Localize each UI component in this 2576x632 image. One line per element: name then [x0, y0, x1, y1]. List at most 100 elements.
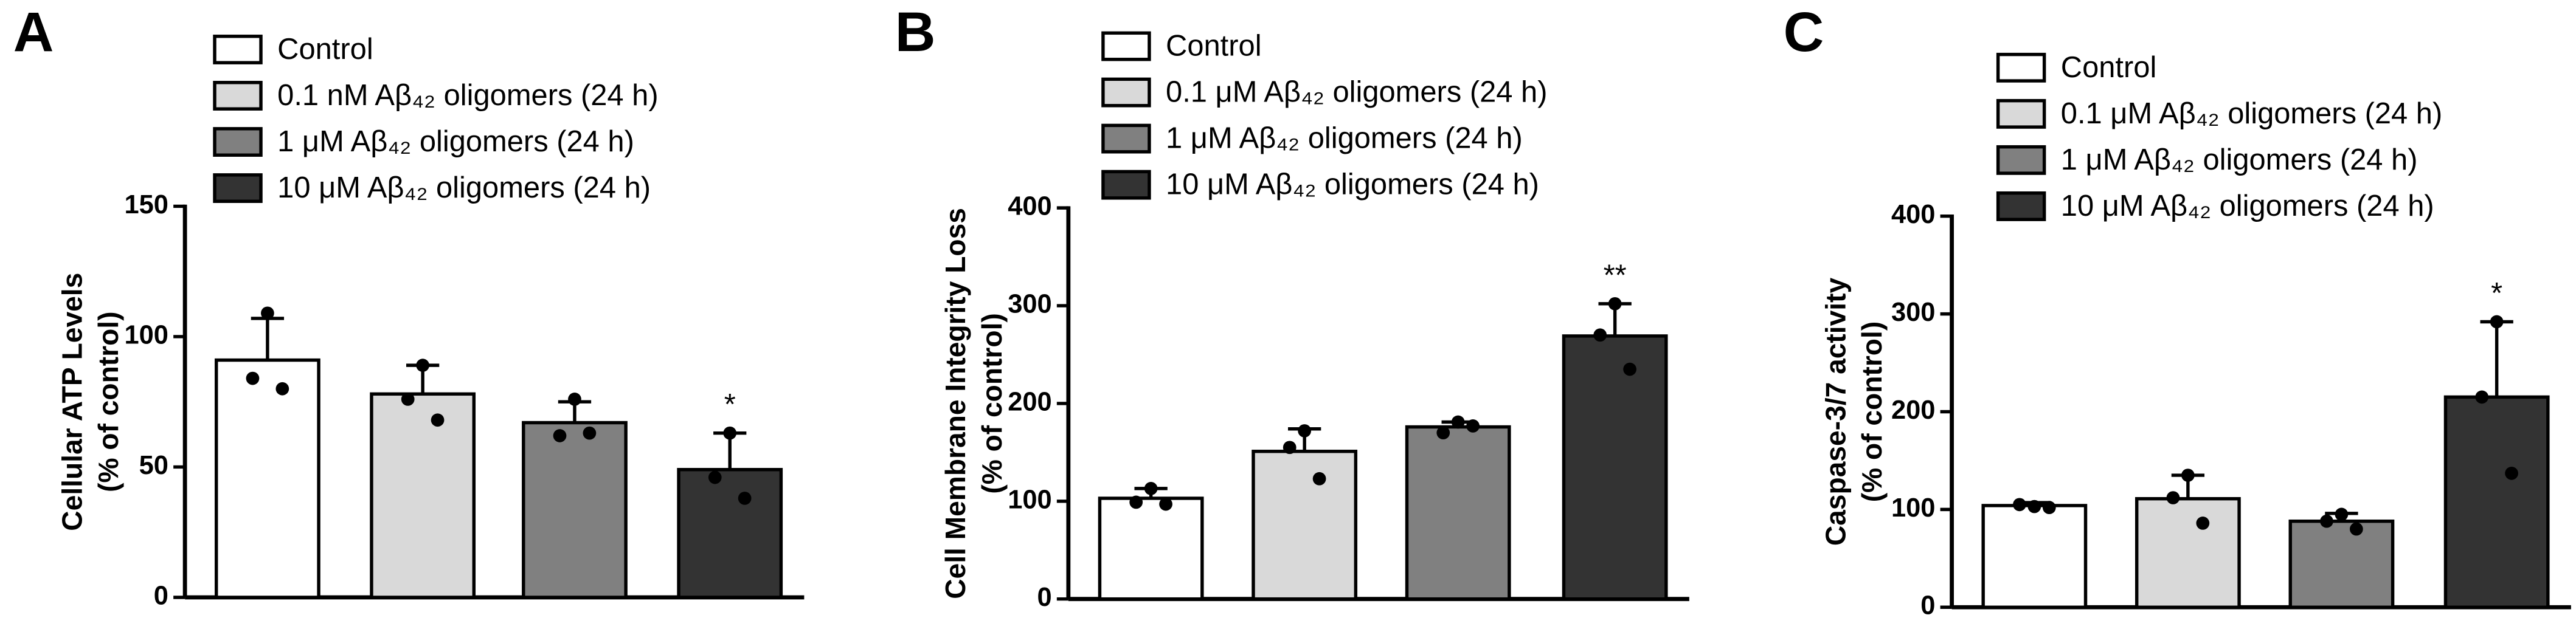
y-tick-label: 400 [1008, 192, 1051, 221]
bar [370, 392, 476, 599]
y-tick-label: 0 [1920, 591, 1935, 620]
data-point [416, 359, 429, 372]
data-point [2027, 500, 2041, 514]
data-point [275, 382, 289, 396]
legend-label: 10 μM Aβ₄₂ oligomers (24 h) [1166, 168, 1539, 201]
y-tick-label: 100 [124, 320, 168, 349]
data-point [723, 426, 737, 440]
y-tick-label: 200 [1008, 387, 1051, 416]
panel-label: A [13, 0, 54, 63]
data-point [738, 492, 752, 505]
data-point [431, 413, 445, 427]
legend-label: 10 μM Aβ₄₂ oligomers (24 h) [277, 171, 651, 204]
data-point [1283, 441, 1297, 455]
y-tick-label: 150 [124, 190, 168, 219]
data-point [2505, 466, 2518, 480]
data-point [401, 393, 415, 406]
legend-label: Control [277, 33, 373, 66]
y-axis-label: Cell Membrane Integrity Loss [940, 208, 971, 599]
bar [215, 358, 320, 599]
data-point [1129, 495, 1143, 509]
bar [1405, 425, 1511, 601]
y-axis-label: Caspase-3/7 activity [1819, 278, 1851, 546]
data-point [1159, 497, 1172, 511]
data-point [2349, 522, 2363, 536]
data-point [2013, 498, 2026, 512]
bar [2443, 395, 2550, 609]
data-point [1312, 472, 1326, 486]
legend-label: 0.1 nM Aβ₄₂ oligomers (24 h) [277, 79, 658, 112]
bar [1562, 334, 1668, 601]
y-tick-label: 300 [1008, 289, 1051, 318]
bar [2135, 496, 2241, 609]
legend-swatch [1101, 31, 1151, 61]
y-tick-label: 0 [154, 581, 168, 610]
y-tick-label: 200 [1891, 396, 1935, 425]
legend-label: 0.1 μM Aβ₄₂ oligomers (24 h) [2061, 97, 2442, 130]
data-point [1144, 482, 1158, 495]
legend-swatch [1996, 145, 2046, 175]
y-tick-label: 100 [1008, 485, 1051, 514]
y-tick-label: 50 [139, 451, 168, 480]
bar [1098, 496, 1204, 601]
legend-label: 0.1 μM Aβ₄₂ oligomers (24 h) [1166, 76, 1547, 109]
legend-swatch [1101, 77, 1151, 108]
bar [1252, 450, 1358, 601]
data-point [2166, 491, 2180, 504]
bar [677, 468, 783, 599]
data-point [1593, 328, 1607, 342]
legend-swatch [1996, 191, 2046, 221]
legend-swatch [213, 173, 263, 203]
data-point [1298, 424, 1312, 438]
data-point [261, 306, 274, 320]
data-point [2181, 469, 2195, 482]
bar [522, 421, 628, 599]
significance: ** [1604, 259, 1627, 292]
legend-label: 1 μM Aβ₄₂ oligomers (24 h) [277, 125, 634, 158]
legend-swatch [1996, 98, 2046, 129]
legend-swatch [1101, 170, 1151, 200]
data-point [2196, 517, 2210, 530]
legend-label: Control [2061, 51, 2157, 84]
data-point [1451, 415, 1465, 429]
legend-swatch [213, 35, 263, 64]
legend-label: 10 μM Aβ₄₂ oligomers (24 h) [2061, 190, 2434, 222]
significance: * [724, 388, 736, 421]
legend-label: Control [1166, 30, 1262, 63]
y-axis-label: (% of control) [976, 313, 1008, 493]
data-point [1623, 362, 1636, 376]
data-point [2335, 507, 2349, 521]
y-tick-label: 0 [1037, 583, 1052, 612]
y-tick-label: 400 [1891, 200, 1935, 229]
y-tick-label: 100 [1891, 493, 1935, 523]
legend-label: 1 μM Aβ₄₂ oligomers (24 h) [1166, 122, 1523, 155]
data-point [2320, 514, 2333, 528]
data-point [708, 470, 722, 484]
legend-swatch [213, 81, 263, 111]
data-point [553, 429, 567, 442]
data-point [2042, 501, 2056, 515]
data-point [2475, 390, 2489, 404]
data-point [1608, 297, 1622, 311]
data-point [583, 426, 597, 440]
panel-label: C [1784, 0, 1824, 63]
data-point [2490, 315, 2504, 329]
legend-swatch [213, 127, 263, 157]
y-tick-label: 300 [1891, 298, 1935, 327]
data-point [1466, 419, 1480, 433]
y-axis-label: (% of control) [1856, 321, 1888, 502]
y-axis-label: Cellular ATP Levels [56, 273, 88, 531]
data-point [1436, 426, 1450, 440]
panel-label: B [895, 0, 936, 63]
legend-swatch [1101, 123, 1151, 154]
y-axis-label: (% of control) [92, 311, 124, 492]
legend-label: 1 μM Aβ₄₂ oligomers (24 h) [2061, 143, 2418, 176]
data-point [568, 393, 581, 406]
bar [1981, 504, 2088, 609]
data-point [246, 371, 260, 385]
significance: * [2491, 277, 2502, 310]
legend-swatch [1996, 52, 2046, 83]
bar [2288, 519, 2395, 609]
